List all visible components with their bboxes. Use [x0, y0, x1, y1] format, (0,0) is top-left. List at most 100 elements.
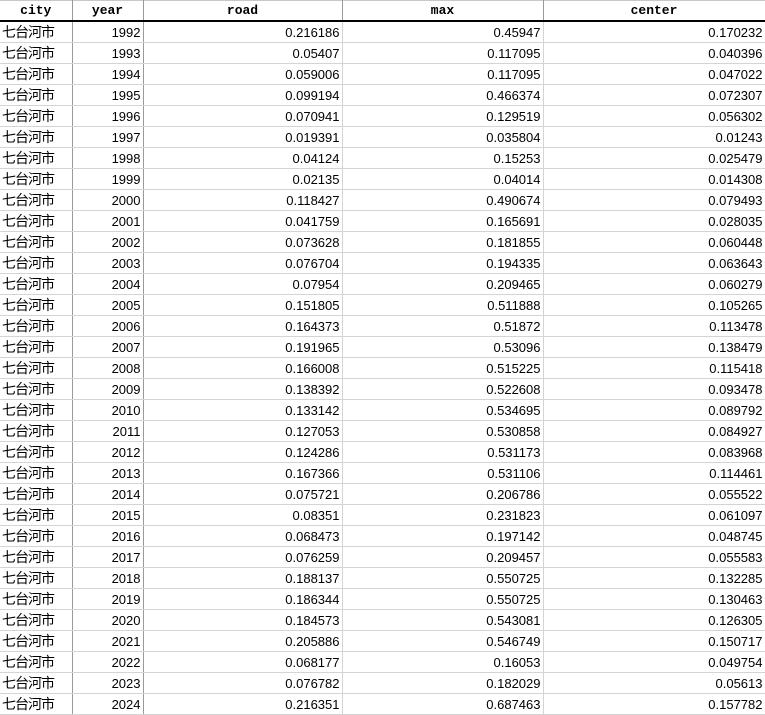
cell-year[interactable]: 2009 [72, 378, 144, 400]
cell-center[interactable]: 0.047022 [543, 63, 765, 85]
cell-year[interactable]: 2021 [72, 630, 144, 652]
cell-city[interactable]: 七台河市 [0, 84, 73, 106]
cell-road[interactable]: 0.068473 [143, 525, 343, 547]
cell-city[interactable]: 七台河市 [0, 378, 73, 400]
cell-road[interactable]: 0.205886 [143, 630, 343, 652]
cell-year[interactable]: 2018 [72, 567, 144, 589]
cell-center[interactable]: 0.138479 [543, 336, 765, 358]
cell-max[interactable]: 0.129519 [342, 105, 544, 127]
cell-max[interactable]: 0.51872 [342, 315, 544, 337]
cell-max[interactable]: 0.534695 [342, 399, 544, 421]
cell-city[interactable]: 七台河市 [0, 231, 73, 253]
cell-max[interactable]: 0.522608 [342, 378, 544, 400]
cell-center[interactable]: 0.014308 [543, 168, 765, 190]
cell-max[interactable]: 0.209457 [342, 546, 544, 568]
cell-center[interactable]: 0.048745 [543, 525, 765, 547]
cell-center[interactable]: 0.132285 [543, 567, 765, 589]
cell-city[interactable]: 七台河市 [0, 483, 73, 505]
cell-city[interactable]: 七台河市 [0, 189, 73, 211]
cell-max[interactable]: 0.117095 [342, 42, 544, 64]
cell-city[interactable]: 七台河市 [0, 42, 73, 64]
cell-year[interactable]: 1995 [72, 84, 144, 106]
cell-center[interactable]: 0.055583 [543, 546, 765, 568]
cell-max[interactable]: 0.530858 [342, 420, 544, 442]
cell-year[interactable]: 1992 [72, 21, 144, 43]
cell-road[interactable]: 0.041759 [143, 210, 343, 232]
cell-city[interactable]: 七台河市 [0, 441, 73, 463]
cell-road[interactable]: 0.07954 [143, 273, 343, 295]
header-center[interactable]: center [543, 0, 765, 22]
cell-year[interactable]: 2012 [72, 441, 144, 463]
cell-road[interactable]: 0.151805 [143, 294, 343, 316]
cell-year[interactable]: 2022 [72, 651, 144, 673]
cell-center[interactable]: 0.060279 [543, 273, 765, 295]
cell-max[interactable]: 0.035804 [342, 126, 544, 148]
cell-year[interactable]: 1999 [72, 168, 144, 190]
cell-city[interactable]: 七台河市 [0, 168, 73, 190]
cell-road[interactable]: 0.05407 [143, 42, 343, 64]
cell-city[interactable]: 七台河市 [0, 357, 73, 379]
cell-city[interactable]: 七台河市 [0, 525, 73, 547]
cell-city[interactable]: 七台河市 [0, 651, 73, 673]
cell-max[interactable]: 0.687463 [342, 693, 544, 715]
cell-city[interactable]: 七台河市 [0, 420, 73, 442]
cell-city[interactable]: 七台河市 [0, 126, 73, 148]
cell-city[interactable]: 七台河市 [0, 630, 73, 652]
cell-year[interactable]: 2003 [72, 252, 144, 274]
cell-year[interactable]: 2000 [72, 189, 144, 211]
cell-city[interactable]: 七台河市 [0, 273, 73, 295]
cell-max[interactable]: 0.511888 [342, 294, 544, 316]
cell-center[interactable]: 0.056302 [543, 105, 765, 127]
cell-center[interactable]: 0.083968 [543, 441, 765, 463]
cell-city[interactable]: 七台河市 [0, 546, 73, 568]
cell-center[interactable]: 0.113478 [543, 315, 765, 337]
cell-max[interactable]: 0.181855 [342, 231, 544, 253]
cell-city[interactable]: 七台河市 [0, 294, 73, 316]
cell-road[interactable]: 0.184573 [143, 609, 343, 631]
cell-max[interactable]: 0.550725 [342, 567, 544, 589]
cell-road[interactable]: 0.075721 [143, 483, 343, 505]
cell-center[interactable]: 0.05613 [543, 672, 765, 694]
cell-year[interactable]: 1996 [72, 105, 144, 127]
cell-max[interactable]: 0.531106 [342, 462, 544, 484]
cell-year[interactable]: 2024 [72, 693, 144, 715]
cell-year[interactable]: 2001 [72, 210, 144, 232]
cell-max[interactable]: 0.194335 [342, 252, 544, 274]
cell-road[interactable]: 0.191965 [143, 336, 343, 358]
cell-center[interactable]: 0.040396 [543, 42, 765, 64]
cell-year[interactable]: 2002 [72, 231, 144, 253]
cell-center[interactable]: 0.01243 [543, 126, 765, 148]
cell-road[interactable]: 0.073628 [143, 231, 343, 253]
cell-city[interactable]: 七台河市 [0, 462, 73, 484]
cell-year[interactable]: 2004 [72, 273, 144, 295]
cell-center[interactable]: 0.105265 [543, 294, 765, 316]
cell-year[interactable]: 2005 [72, 294, 144, 316]
cell-road[interactable]: 0.188137 [143, 567, 343, 589]
cell-center[interactable]: 0.025479 [543, 147, 765, 169]
cell-city[interactable]: 七台河市 [0, 315, 73, 337]
cell-road[interactable]: 0.166008 [143, 357, 343, 379]
cell-max[interactable]: 0.490674 [342, 189, 544, 211]
cell-road[interactable]: 0.02135 [143, 168, 343, 190]
cell-city[interactable]: 七台河市 [0, 63, 73, 85]
cell-max[interactable]: 0.165691 [342, 210, 544, 232]
cell-center[interactable]: 0.170232 [543, 21, 765, 43]
cell-road[interactable]: 0.216351 [143, 693, 343, 715]
cell-year[interactable]: 1993 [72, 42, 144, 64]
cell-year[interactable]: 2007 [72, 336, 144, 358]
cell-road[interactable]: 0.059006 [143, 63, 343, 85]
cell-city[interactable]: 七台河市 [0, 336, 73, 358]
cell-year[interactable]: 2023 [72, 672, 144, 694]
cell-center[interactable]: 0.084927 [543, 420, 765, 442]
cell-road[interactable]: 0.076782 [143, 672, 343, 694]
cell-road[interactable]: 0.167366 [143, 462, 343, 484]
cell-max[interactable]: 0.197142 [342, 525, 544, 547]
cell-max[interactable]: 0.04014 [342, 168, 544, 190]
cell-road[interactable]: 0.099194 [143, 84, 343, 106]
cell-max[interactable]: 0.16053 [342, 651, 544, 673]
cell-city[interactable]: 七台河市 [0, 504, 73, 526]
cell-max[interactable]: 0.182029 [342, 672, 544, 694]
cell-max[interactable]: 0.466374 [342, 84, 544, 106]
cell-road[interactable]: 0.216186 [143, 21, 343, 43]
cell-city[interactable]: 七台河市 [0, 210, 73, 232]
